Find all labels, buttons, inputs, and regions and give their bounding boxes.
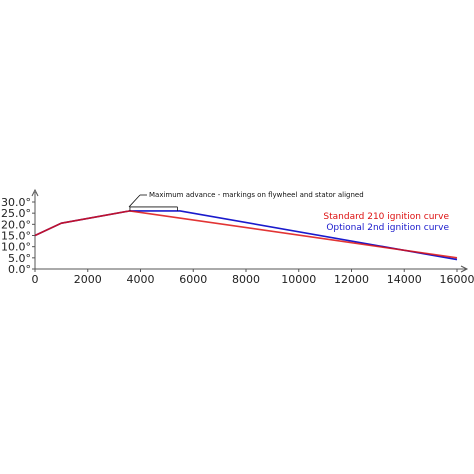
y-tick-label: 15.0°: [1, 230, 31, 243]
tick-labels: 0.0°5.0°10.0°15.0°20.0°25.0°30.0° 0 2000 40…: [1, 196, 474, 286]
y-axis-arrow: [31, 188, 39, 197]
x-tick-label: 12000: [334, 273, 369, 286]
y-tick-label: 5.0°: [8, 252, 31, 265]
x-tick-label: 0: [32, 273, 39, 286]
legend-entry-optional: Optional 2nd ignition curve: [326, 223, 449, 233]
y-tick-label: 10.0°: [1, 241, 31, 254]
x-tick-label: 14000: [387, 273, 422, 286]
axes: [31, 188, 469, 273]
legend: Standard 210 ignition curve Optional 2nd…: [323, 212, 449, 233]
y-tick-label: 20.0°: [1, 218, 31, 231]
x-tick-label: 16000: [440, 273, 474, 286]
annotation-text: Maximum advance - markings on flywheel a…: [149, 191, 364, 199]
annotation-arrow: [128, 194, 141, 208]
y-tick-label: 30.0°: [1, 196, 31, 209]
series-line-standard: [34, 210, 458, 259]
x-tick-label: 4000: [127, 273, 155, 286]
y-tick-label: 0.0°: [8, 263, 31, 276]
annotation: Maximum advance - markings on flywheel a…: [128, 191, 364, 211]
legend-entry-standard: Standard 210 ignition curve: [323, 212, 449, 222]
y-tick-label: 25.0°: [1, 207, 31, 220]
x-axis-arrow: [460, 265, 469, 273]
x-tick-label: 8000: [232, 273, 260, 286]
x-tick-label: 2000: [74, 273, 102, 286]
x-tick-label: 10000: [281, 273, 316, 286]
x-tick-label: 6000: [179, 273, 207, 286]
